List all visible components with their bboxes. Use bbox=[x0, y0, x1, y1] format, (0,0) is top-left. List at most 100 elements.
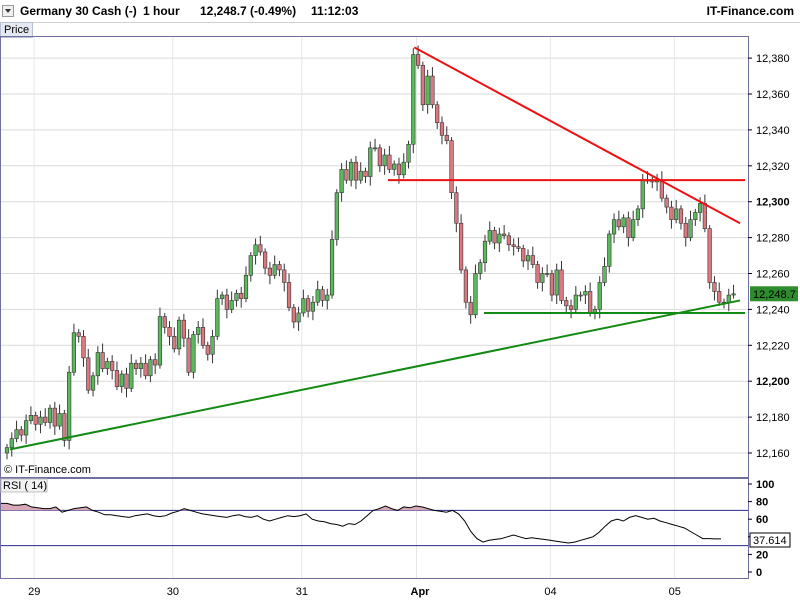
down-candle bbox=[439, 122, 445, 136]
rsi-tick-label: 20 bbox=[756, 549, 768, 561]
main-panel: 12,160 12,180 12,200 12,220 12,240 12,260 12,2… bbox=[0, 36, 798, 578]
down-candle bbox=[110, 361, 115, 371]
up-candle bbox=[487, 230, 492, 242]
down-candle bbox=[468, 301, 473, 316]
up-candle bbox=[105, 361, 110, 369]
down-candle bbox=[62, 413, 67, 441]
up-candle bbox=[525, 255, 531, 262]
down-candle bbox=[172, 336, 177, 350]
price-tick-label: 12,260 bbox=[756, 269, 790, 281]
time-tick-label: 31 bbox=[296, 586, 308, 598]
up-candle bbox=[631, 219, 636, 238]
up-candle bbox=[38, 416, 43, 425]
down-candle bbox=[549, 273, 555, 296]
price-tick-label: 12,240 bbox=[756, 304, 790, 316]
down-candle bbox=[511, 244, 516, 247]
price-tick-label: 12,160 bbox=[756, 448, 790, 460]
price-tick-label: 12,280 bbox=[756, 233, 790, 245]
timeframe-label: 1 hour bbox=[143, 4, 180, 18]
down-candle bbox=[277, 264, 282, 271]
up-candle bbox=[229, 300, 234, 310]
down-candle bbox=[707, 228, 712, 283]
up-candle bbox=[372, 147, 378, 150]
down-candle bbox=[239, 292, 244, 299]
down-candle bbox=[224, 294, 229, 310]
up-candle bbox=[310, 301, 316, 312]
price-gridlines bbox=[1, 57, 748, 454]
down-candle bbox=[444, 134, 449, 141]
down-candle bbox=[430, 75, 435, 106]
down-candle bbox=[502, 233, 507, 237]
down-candle bbox=[258, 244, 263, 253]
down-candle bbox=[492, 230, 497, 244]
up-candle bbox=[621, 217, 626, 228]
last-price-change: 12,248.7 (-0.49%) bbox=[200, 4, 297, 18]
up-candle bbox=[339, 169, 344, 194]
down-candle bbox=[167, 327, 172, 337]
clock-time: 11:12:03 bbox=[311, 4, 359, 18]
up-candle bbox=[301, 298, 306, 314]
price-tick-label: 12,380 bbox=[756, 53, 790, 65]
down-candle bbox=[717, 291, 722, 303]
down-candle bbox=[616, 219, 621, 228]
rsi-title: RSI ( 14) bbox=[3, 480, 47, 492]
time-gridlines bbox=[33, 37, 676, 578]
up-candle bbox=[473, 273, 478, 316]
up-candle bbox=[611, 219, 617, 235]
main-panel-frame bbox=[0, 36, 749, 478]
down-candle bbox=[454, 192, 459, 224]
down-candle bbox=[320, 289, 325, 301]
rsi-line bbox=[1, 502, 721, 544]
down-candle bbox=[516, 246, 521, 249]
down-candle bbox=[678, 208, 684, 224]
up-candle bbox=[640, 179, 645, 210]
copyright-watermark: © IT-Finance.com bbox=[4, 464, 91, 476]
up-candle bbox=[545, 273, 550, 275]
price-tick-label: 12,300 bbox=[756, 197, 790, 209]
down-candle bbox=[387, 154, 392, 170]
up-candle bbox=[583, 291, 588, 296]
time-tick-label: 29 bbox=[28, 586, 40, 598]
up-candle bbox=[329, 239, 335, 296]
time-tick-label: 04 bbox=[544, 586, 556, 598]
up-candle bbox=[9, 438, 14, 448]
up-candle bbox=[90, 375, 96, 391]
down-candle bbox=[353, 161, 359, 181]
up-candle bbox=[191, 334, 196, 373]
price-axis: 12,160 12,180 12,200 12,220 12,240 12,260 12,2… bbox=[748, 53, 790, 460]
price-tick-label: 12,360 bbox=[756, 89, 790, 101]
down-candle bbox=[267, 267, 273, 276]
down-candle bbox=[420, 64, 425, 106]
rsi-axis: 100806040200 bbox=[748, 479, 774, 579]
up-candle bbox=[57, 413, 62, 427]
brand-name: IT-Finance.com bbox=[706, 4, 794, 18]
up-candle bbox=[47, 407, 53, 423]
down-candle bbox=[19, 429, 24, 436]
up-candle bbox=[368, 147, 373, 177]
up-candle bbox=[392, 163, 397, 170]
up-candle bbox=[597, 282, 602, 310]
up-candle bbox=[554, 269, 559, 296]
up-candle bbox=[478, 262, 483, 274]
up-candle bbox=[196, 327, 201, 335]
price-tick-label: 12,200 bbox=[756, 376, 790, 388]
price-tab[interactable]: Price bbox=[0, 22, 34, 38]
down-candle bbox=[626, 217, 631, 238]
down-candle bbox=[702, 203, 707, 229]
price-tick-label: 12,340 bbox=[756, 125, 790, 137]
up-candle bbox=[315, 289, 320, 303]
down-candle bbox=[415, 54, 421, 66]
time-tick-label: Apr bbox=[411, 586, 431, 598]
rsi-tick-label: 80 bbox=[756, 497, 768, 509]
down-candle bbox=[363, 170, 368, 177]
rsi-panel-frame bbox=[0, 478, 749, 579]
up-candle bbox=[425, 75, 430, 106]
down-candle bbox=[286, 282, 292, 308]
down-candle bbox=[162, 316, 167, 328]
down-candle bbox=[124, 373, 129, 389]
last-price-label: 12,248.7 bbox=[753, 289, 796, 301]
dropdown-arrow-icon[interactable] bbox=[2, 5, 14, 17]
down-candle bbox=[100, 352, 105, 369]
up-candle bbox=[243, 274, 249, 299]
